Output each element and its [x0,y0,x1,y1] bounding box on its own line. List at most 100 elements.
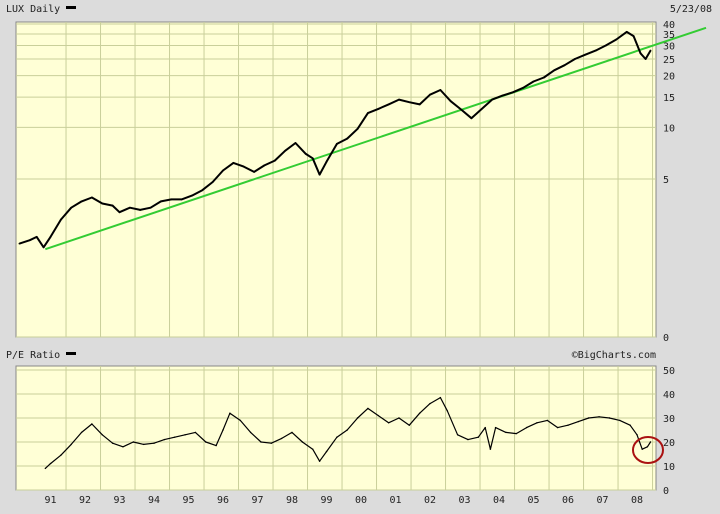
pe-y-axis: 0 10 20 30 40 50 [663,366,675,497]
price-plot-area [15,21,657,338]
x-tick-label: 05 [527,495,539,506]
price-point [91,196,93,199]
price-point [532,80,535,83]
x-tick-label: 96 [217,495,229,506]
pe-point [387,422,390,424]
price-point [49,235,52,238]
trendline [45,26,707,251]
price-point [625,30,628,33]
price-point [149,206,152,209]
pe-point [249,431,252,434]
price-point [491,98,494,101]
pe-point [291,431,293,434]
pe-point [367,407,369,410]
pe-point [418,412,421,414]
price-point [449,100,452,103]
price-point [318,173,321,176]
x-tick-label: 97 [251,495,263,506]
pe-y-tick-label: 10 [663,462,675,473]
x-tick-label: 00 [355,495,367,506]
x-tick-label: 91 [44,495,56,506]
price-point [304,153,307,155]
pe-point [205,441,207,443]
price-point [522,86,525,89]
price-point [584,53,587,56]
pe-point [636,434,638,436]
price-point [356,127,359,130]
price-point [128,206,131,209]
price-y-tick-label: 15 [663,93,675,104]
pe-point [456,434,459,436]
pe-point [446,410,448,412]
pe-point [489,448,492,450]
x-tick-label: 08 [631,495,643,506]
price-point [42,246,45,249]
price-point [211,181,214,183]
price-point [367,112,369,115]
highlight-circle [632,436,664,464]
x-tick-label: 06 [562,495,574,506]
x-tick-label: 03 [458,495,470,506]
price-point [101,202,104,205]
price-point [35,235,38,238]
pe-point [408,424,411,426]
pe-point [49,462,52,465]
pe-point [44,467,47,470]
pe-point [439,396,442,399]
pe-point [515,432,517,435]
price-point [594,49,597,52]
pe-point [153,442,155,444]
price-point [242,165,245,168]
price-point [563,64,566,67]
price-point [511,91,514,94]
pe-point [536,422,538,424]
price-point [18,242,21,245]
price-marks [18,26,707,251]
price-y-tick-label: 40 [663,20,675,31]
lower-panel-header [0,346,720,360]
price-point [160,200,162,203]
price-point [222,169,224,172]
pe-point [477,436,480,438]
pe-point [619,419,621,422]
pe-grid [16,366,656,491]
price-point [418,103,421,106]
price-point [232,162,235,164]
price-point [346,137,349,140]
price-point [639,52,642,55]
price-y-tick-label: 30 [663,41,675,52]
pe-point [325,450,328,453]
pe-point [301,441,304,443]
price-y-tick-label: 0 [663,333,669,344]
pe-point [229,412,231,414]
price-point [118,211,121,214]
x-tick-label: 02 [424,495,436,506]
price-point [460,108,462,111]
price-point [649,49,652,52]
x-axis: 91 92 93 94 95 96 97 98 99 00 01 02 03 04 05 06 07 08 [44,495,643,506]
pe-y-tick-label: 50 [663,366,675,377]
price-point [574,58,576,60]
pe-point [270,442,273,444]
price-point [139,209,142,211]
price-point [632,35,635,38]
pe-y-tick-label: 0 [663,486,669,497]
chart-title: LUX Daily [6,4,60,15]
x-tick-label: 93 [113,495,125,506]
pe-point [546,419,549,422]
pe-point [494,426,497,429]
pe-point [318,460,321,462]
pe-point [239,419,241,422]
pe-point [312,448,314,450]
x-tick-label: 92 [79,495,91,506]
pe-point [174,436,176,438]
pe-legend-swatch [66,352,76,355]
price-point [387,103,390,106]
pe-point [222,429,224,431]
price-point [501,94,504,97]
x-tick-label: 07 [596,495,608,506]
price-point [191,194,193,197]
pe-point [132,441,135,443]
